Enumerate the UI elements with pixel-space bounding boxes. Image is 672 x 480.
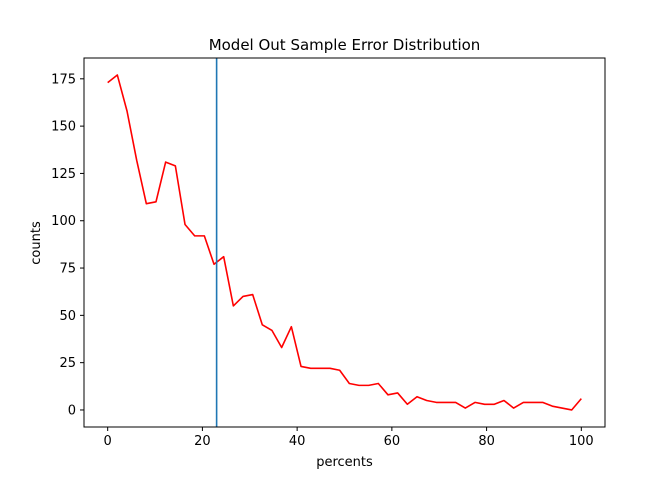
y-tick-label: 50 bbox=[59, 309, 76, 324]
y-tick-label: 75 bbox=[59, 262, 76, 277]
x-tick-label: 80 bbox=[478, 434, 495, 449]
y-tick-label: 150 bbox=[51, 120, 76, 135]
x-tick-label: 60 bbox=[384, 434, 401, 449]
plot-area bbox=[107, 58, 582, 427]
x-axis-label: percents bbox=[316, 455, 373, 470]
y-tick-label: 25 bbox=[59, 356, 76, 371]
y-tick-label: 0 bbox=[68, 403, 76, 418]
y-tick-label: 175 bbox=[51, 72, 76, 87]
x-tick-label: 100 bbox=[569, 434, 594, 449]
chart-title: Model Out Sample Error Distribution bbox=[209, 36, 481, 54]
x-tick-label: 0 bbox=[104, 434, 112, 449]
y-axis: 0 25 50 75 100 125 150 175 bbox=[51, 72, 84, 418]
y-tick-label: 100 bbox=[51, 214, 76, 229]
plot-frame bbox=[83, 57, 606, 428]
x-tick-label: 40 bbox=[289, 434, 306, 449]
series-line bbox=[107, 74, 582, 411]
y-tick-label: 125 bbox=[51, 167, 76, 182]
x-tick-label: 20 bbox=[194, 434, 211, 449]
y-axis-label: counts bbox=[29, 221, 44, 265]
x-axis: 0 20 40 60 80 100 bbox=[104, 427, 594, 449]
